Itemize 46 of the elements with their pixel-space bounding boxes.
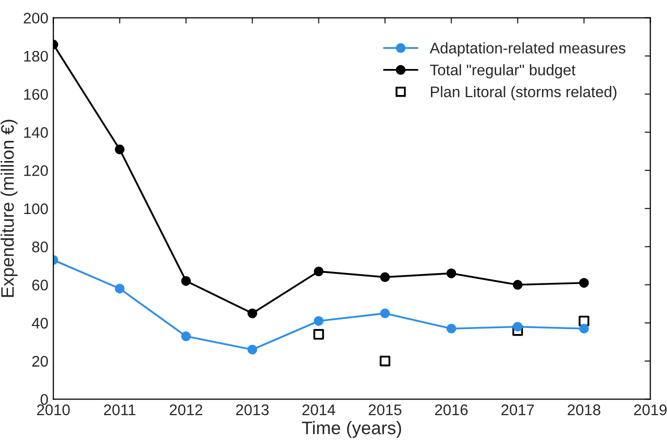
legend-label: Total "regular" budget <box>430 64 576 78</box>
point <box>181 331 191 342</box>
point <box>247 308 258 318</box>
point <box>579 324 589 334</box>
point <box>247 344 258 354</box>
x-tick-label: 2016 <box>435 404 468 416</box>
x-axis-title: Time (years) <box>302 421 402 438</box>
point <box>114 144 125 154</box>
y-tick-label: 120 <box>24 165 48 176</box>
point <box>114 284 125 294</box>
y-tick-label: 60 <box>32 280 48 290</box>
x-tick-label: 2012 <box>170 404 202 416</box>
point <box>380 356 390 366</box>
legend-label: Plan Litoral (storms related) <box>430 86 616 100</box>
point <box>380 308 390 318</box>
y-tick-label: 200 <box>24 12 48 24</box>
point <box>512 322 523 332</box>
x-tick-label: 2017 <box>501 404 534 416</box>
y-tick-label: 160 <box>24 88 48 100</box>
y-tick-label: 180 <box>24 50 48 62</box>
y-tick-label: 40 <box>32 318 48 329</box>
point <box>314 266 324 276</box>
x-tick-label: 2011 <box>104 404 136 416</box>
x-tick-label: 2013 <box>236 404 269 416</box>
point <box>181 276 191 286</box>
x-tick-label: 2014 <box>302 404 336 416</box>
x-tick-label: 2019 <box>634 404 667 416</box>
point <box>579 278 589 288</box>
y-tick-label: 20 <box>32 356 48 367</box>
point <box>313 329 324 340</box>
x-tick-label: 2010 <box>37 404 70 416</box>
y-tick-label: 100 <box>24 203 48 214</box>
legend-label: Adaptation-related measures <box>430 42 626 57</box>
point <box>446 268 456 278</box>
y-tick-label: 140 <box>24 127 48 138</box>
point <box>380 272 390 282</box>
y-tick-label: 80 <box>32 242 48 252</box>
point <box>314 316 324 326</box>
y-axis-title: Expenditure (million €) <box>0 120 18 297</box>
y-tick-label: 0 <box>40 394 48 405</box>
point <box>512 325 523 336</box>
x-tick-label: 2018 <box>568 404 600 416</box>
point <box>512 280 523 290</box>
point <box>578 316 590 326</box>
x-tick-label: 2015 <box>368 404 402 416</box>
point <box>446 324 456 334</box>
